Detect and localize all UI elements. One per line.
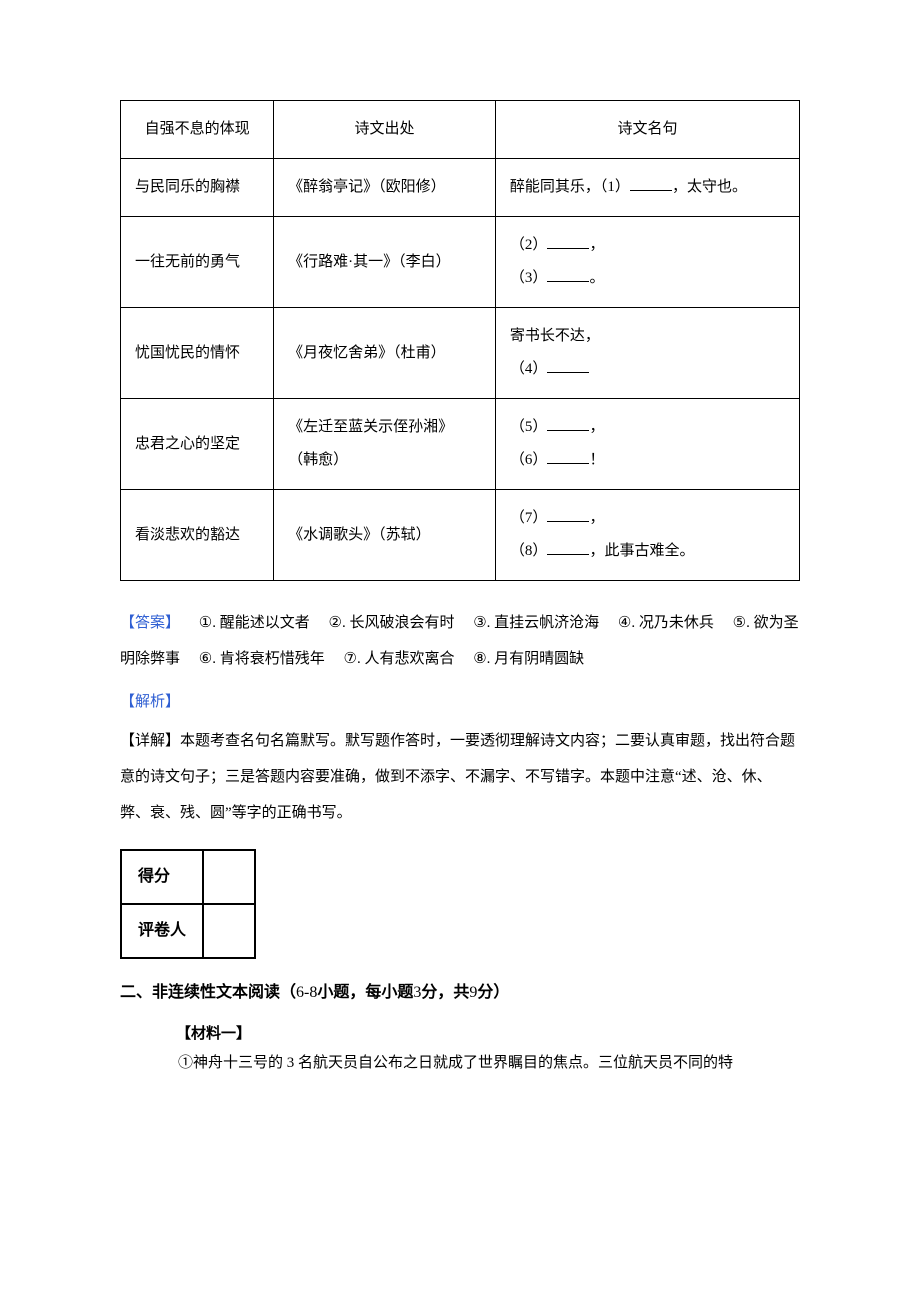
section-heading: 二、非连续性文本阅读（6-8小题，每小题3分，共9分） — [120, 977, 800, 1009]
cell-verse: （5） ， （6） ！ — [495, 399, 799, 490]
fill-blank — [547, 358, 589, 373]
verse-text: （3） — [510, 270, 548, 286]
score-value — [203, 850, 255, 904]
grader-row: 评卷人 — [121, 904, 255, 958]
cell-verse: （7） ， （8） ，此事古难全。 — [495, 490, 799, 581]
col-header-2: 诗文出处 — [274, 101, 496, 159]
cell-source: 《水调歌头》（苏轼） — [274, 490, 496, 581]
table-row: 忧国忧民的情怀 《月夜忆舍弟》（杜甫） 寄书长不达， （4） — [121, 308, 800, 399]
verse-text: ， — [589, 237, 604, 253]
cell-source: 《行路难·其一》（李白） — [274, 217, 496, 308]
cell-source: 《左迁至蓝关示侄孙湘》 （韩愈） — [274, 399, 496, 490]
answer-num: ⑦ — [343, 641, 356, 677]
answer-num: ④ — [618, 605, 631, 641]
score-label: 得分 — [121, 850, 203, 904]
answer-item: ①. 醒能述以文者 — [199, 615, 310, 631]
col-header-3: 诗文名句 — [495, 101, 799, 159]
verse-text: ， — [589, 510, 604, 526]
answer-num: ② — [328, 605, 341, 641]
cell-verse: 寄书长不达， （4） — [495, 308, 799, 399]
explain-label: 【解析】 — [120, 687, 800, 717]
answer-item: ②. 长风破浪会有时 — [328, 615, 454, 631]
verse-text: ， — [589, 419, 604, 435]
answer-label: 【答案】 — [120, 615, 180, 631]
answer-text: 肯将衰朽惜残年 — [220, 651, 325, 667]
cell-source: 《月夜忆舍弟》（杜甫） — [274, 308, 496, 399]
cell-source: 《醉翁亭记》（欧阳修） — [274, 159, 496, 217]
table-row: 一往无前的勇气 《行路难·其一》（李白） （2） ， （3） 。 — [121, 217, 800, 308]
answer-item: ③. 直挂云帆济沧海 — [473, 615, 599, 631]
answer-num: ③ — [473, 605, 486, 641]
fill-blank — [547, 507, 589, 522]
answer-text: 长风破浪会有时 — [349, 615, 454, 631]
fill-blank — [547, 416, 589, 431]
answer-num: ⑤ — [733, 605, 746, 641]
verse-text: 寄书长不达， — [510, 320, 785, 353]
answer-text: 直挂云帆济沧海 — [494, 615, 599, 631]
verse-text: （5） — [510, 419, 548, 435]
cell-verse: （2） ， （3） 。 — [495, 217, 799, 308]
table-row: 忠君之心的坚定 《左迁至蓝关示侄孙湘》 （韩愈） （5） ， （6） ！ — [121, 399, 800, 490]
answer-text: 人有悲欢离合 — [364, 651, 454, 667]
verse-text: 。 — [589, 270, 604, 286]
source-title: 《左迁至蓝关示侄孙湘》 — [288, 411, 481, 444]
answer-num: ① — [199, 605, 212, 641]
verse-text: 醉能同其乐，（1） — [510, 179, 630, 195]
fill-blank — [547, 267, 589, 282]
answer-item: ⑥. 肯将衰朽惜残年 — [199, 651, 325, 667]
answer-text: 月有阴晴圆缺 — [494, 651, 584, 667]
col-header-1: 自强不息的体现 — [121, 101, 274, 159]
verse-text: ！ — [589, 452, 604, 468]
cell-verse: 醉能同其乐，（1） ，太守也。 — [495, 159, 799, 217]
verse-text: （7） — [510, 510, 548, 526]
verse-text: （6） — [510, 452, 548, 468]
verse-text: （2） — [510, 237, 548, 253]
material-label: 【材料一】 — [176, 1019, 800, 1049]
fill-blank — [547, 449, 589, 464]
cell-theme: 一往无前的勇气 — [121, 217, 274, 308]
poem-table: 自强不息的体现 诗文出处 诗文名句 与民同乐的胸襟 《醉翁亭记》（欧阳修） 醉能… — [120, 100, 800, 581]
table-header-row: 自强不息的体现 诗文出处 诗文名句 — [121, 101, 800, 159]
verse-text: （8） — [510, 543, 548, 559]
answer-block: 【答案】 ①. 醒能述以文者 ②. 长风破浪会有时 ③. 直挂云帆济沧海 ④. … — [120, 605, 800, 677]
fill-blank — [547, 540, 589, 555]
material-paragraph: ①神舟十三号的 3 名航天员自公布之日就成了世界瞩目的焦点。三位航天员不同的特 — [148, 1049, 800, 1078]
answer-num: ⑧ — [473, 641, 486, 677]
grader-label: 评卷人 — [121, 904, 203, 958]
answer-num: ⑥ — [199, 641, 212, 677]
explain-text: 【详解】本题考查名句名篇默写。默写题作答时，一要透彻理解诗文内容；二要认真审题，… — [120, 723, 800, 831]
verse-text: ，此事古难全。 — [589, 543, 694, 559]
answer-item: ⑧. 月有阴晴圆缺 — [473, 651, 584, 667]
answer-text: 醒能述以文者 — [220, 615, 310, 631]
grader-value — [203, 904, 255, 958]
table-row: 与民同乐的胸襟 《醉翁亭记》（欧阳修） 醉能同其乐，（1） ，太守也。 — [121, 159, 800, 217]
fill-blank — [630, 176, 672, 191]
cell-theme: 忠君之心的坚定 — [121, 399, 274, 490]
cell-theme: 忧国忧民的情怀 — [121, 308, 274, 399]
verse-text: （4） — [510, 361, 548, 377]
score-row: 得分 — [121, 850, 255, 904]
table-row: 看淡悲欢的豁达 《水调歌头》（苏轼） （7） ， （8） ，此事古难全。 — [121, 490, 800, 581]
cell-theme: 与民同乐的胸襟 — [121, 159, 274, 217]
source-author: （韩愈） — [288, 444, 481, 477]
score-table: 得分 评卷人 — [120, 849, 256, 959]
cell-theme: 看淡悲欢的豁达 — [121, 490, 274, 581]
fill-blank — [547, 234, 589, 249]
answer-item: ④. 况乃未休兵 — [618, 615, 714, 631]
verse-text: ，太守也。 — [672, 179, 747, 195]
answer-text: 况乃未休兵 — [639, 615, 714, 631]
answer-item: ⑦. 人有悲欢离合 — [343, 651, 454, 667]
